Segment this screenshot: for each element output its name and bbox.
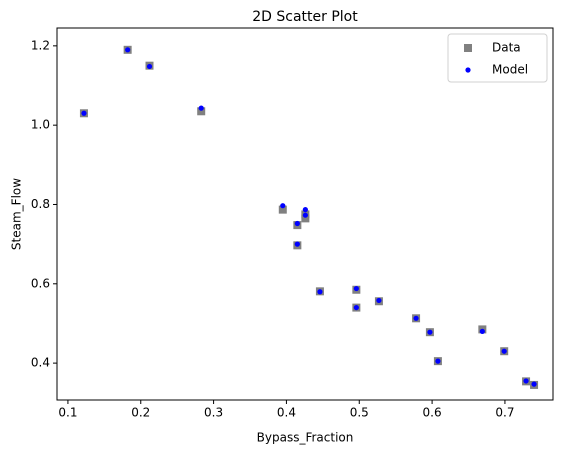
- data-point: [197, 107, 206, 116]
- x-tick-label: 0.2: [131, 406, 150, 420]
- x-tick-label: 0.7: [495, 406, 514, 420]
- x-tick-label: 0.5: [350, 406, 369, 420]
- data-point: [294, 241, 300, 247]
- data-point: [302, 212, 308, 218]
- data-point: [302, 207, 308, 213]
- y-tick-label: 0.6: [31, 276, 50, 290]
- data-point: [501, 348, 507, 354]
- legend-marker: [465, 67, 471, 73]
- data-point: [146, 63, 153, 70]
- data-point: [81, 110, 87, 116]
- x-axis-label: Bypass_Fraction: [257, 431, 354, 445]
- data-point: [427, 329, 433, 335]
- data-point: [125, 47, 131, 53]
- legend-label: Data: [492, 41, 521, 55]
- data-point: [479, 328, 485, 334]
- data-point: [198, 105, 204, 111]
- data-point: [435, 358, 441, 364]
- legend-label: Model: [492, 63, 528, 77]
- data-point: [353, 304, 359, 311]
- data-point: [413, 315, 419, 321]
- x-tick-label: 0.3: [204, 406, 223, 420]
- data-point: [294, 220, 300, 227]
- chart-title: 2D Scatter Plot: [252, 9, 358, 25]
- x-tick-label: 0.6: [423, 406, 442, 420]
- y-axis-label: Steam_Flow: [10, 178, 24, 250]
- data-point: [376, 297, 382, 304]
- data-point: [278, 205, 287, 214]
- y-tick-label: 1.0: [31, 118, 50, 132]
- data-point: [531, 381, 537, 387]
- x-tick-label: 0.1: [58, 406, 77, 420]
- y-tick-label: 0.4: [31, 356, 50, 370]
- y-tick-label: 1.2: [31, 38, 50, 52]
- y-tick-label: 0.8: [31, 197, 50, 211]
- legend-box: [447, 33, 548, 83]
- data-point: [523, 378, 529, 384]
- data-point: [280, 203, 286, 209]
- x-tick-label: 0.4: [277, 406, 296, 420]
- plot-frame: [56, 27, 554, 401]
- data-point: [353, 285, 359, 292]
- legend-marker: [464, 44, 472, 52]
- data-point: [317, 289, 323, 295]
